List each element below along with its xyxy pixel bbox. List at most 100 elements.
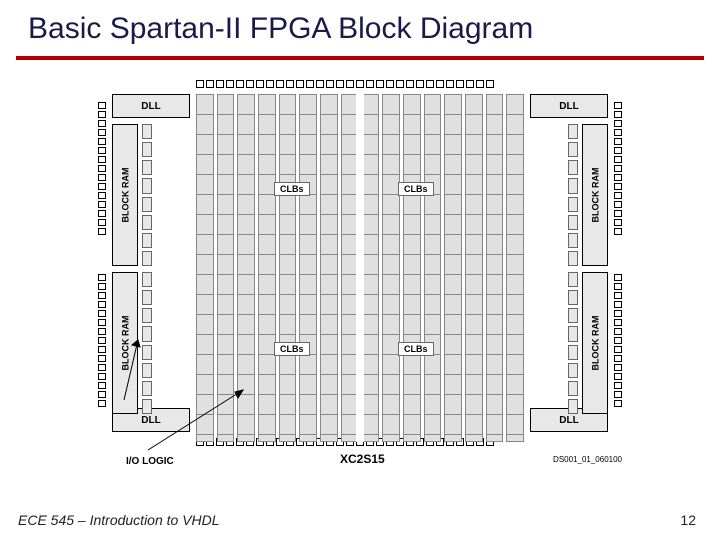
io-pad [98,292,106,299]
clb-label-q4: CLBs [398,342,434,356]
io-pad [614,274,622,281]
io-pad [236,80,244,88]
io-pad [436,80,444,88]
io-pad [396,80,404,88]
io-pad [446,80,454,88]
io-pad [614,219,622,226]
io-pad [98,102,106,109]
io-pad [614,138,622,145]
io-pads-right-lower [614,274,622,407]
footer-course: ECE 545 – Introduction to VHDL [18,512,220,528]
clb-label-q1: CLBs [274,182,310,196]
io-pad [614,355,622,362]
io-pad [386,80,394,88]
io-logic-cell [142,233,152,248]
io-pad [614,111,622,118]
io-pad [336,80,344,88]
io-pad [614,210,622,217]
io-pad [256,80,264,88]
io-pad [98,391,106,398]
clb-center-gap [356,94,364,442]
io-pads-top [196,80,494,88]
io-pad [614,301,622,308]
io-pad [286,80,294,88]
io-pad [346,80,354,88]
io-pad [614,129,622,136]
io-pad [614,120,622,127]
io-pad [98,382,106,389]
clb-column [506,94,524,442]
io-pad [276,80,284,88]
io-logic-cell [142,124,152,139]
block-ram-right-upper: BLOCK RAM [582,124,608,266]
io-logic-cell [568,178,578,193]
io-logic-cell [568,197,578,212]
io-pad [614,174,622,181]
io-pads-right-upper [614,102,622,235]
clb-column [444,94,462,442]
io-pad [316,80,324,88]
io-pad [614,310,622,317]
io-logic-left-upper [142,124,152,266]
clb-column [465,94,483,442]
io-logic-cell [142,160,152,175]
io-pad [98,120,106,127]
clb-label-q3: CLBs [274,342,310,356]
io-logic-cell [568,399,578,414]
io-logic-cell [142,178,152,193]
dll-top-right: DLL [530,94,608,118]
io-pad [98,210,106,217]
io-logic-cell [568,290,578,305]
clb-column [486,94,504,442]
io-pad [98,219,106,226]
io-pad [476,80,484,88]
clb-column [403,94,421,442]
io-pad [98,183,106,190]
io-logic-cell [568,160,578,175]
io-pad [456,80,464,88]
io-pad [98,129,106,136]
page-title: Basic Spartan-II FPGA Block Diagram [28,12,533,46]
io-logic-cell [568,363,578,378]
io-logic-right-lower [568,272,578,414]
clb-column [424,94,442,442]
io-pad [98,310,106,317]
io-pad [98,355,106,362]
io-pad [226,80,234,88]
io-logic-cell [142,290,152,305]
io-pad [216,80,224,88]
io-logic-cell [142,272,152,287]
io-logic-annotation: I/O LOGIC [126,456,174,467]
io-pad [614,156,622,163]
io-pad [614,364,622,371]
io-pad [486,80,494,88]
io-pad [426,80,434,88]
io-pad [98,337,106,344]
io-logic-cell [568,215,578,230]
io-pad [98,138,106,145]
io-pad [98,373,106,380]
io-pad [614,228,622,235]
io-pad [98,228,106,235]
io-pad [326,80,334,88]
io-logic-cell [568,251,578,266]
dll-top-left: DLL [112,94,190,118]
io-logic-cell [568,308,578,323]
io-logic-cell [142,308,152,323]
io-pad [614,400,622,407]
io-logic-cell [142,197,152,212]
io-pad [296,80,304,88]
io-pad [98,301,106,308]
io-pad [466,80,474,88]
io-pads-left-upper [98,102,106,235]
clb-column [279,94,297,442]
io-pad [614,283,622,290]
io-pad [614,319,622,326]
io-pad [98,346,106,353]
io-logic-cell [568,233,578,248]
io-pads-left-lower [98,274,106,407]
io-logic-right-upper [568,124,578,266]
io-pad [406,80,414,88]
io-pad [98,364,106,371]
io-pad [614,183,622,190]
